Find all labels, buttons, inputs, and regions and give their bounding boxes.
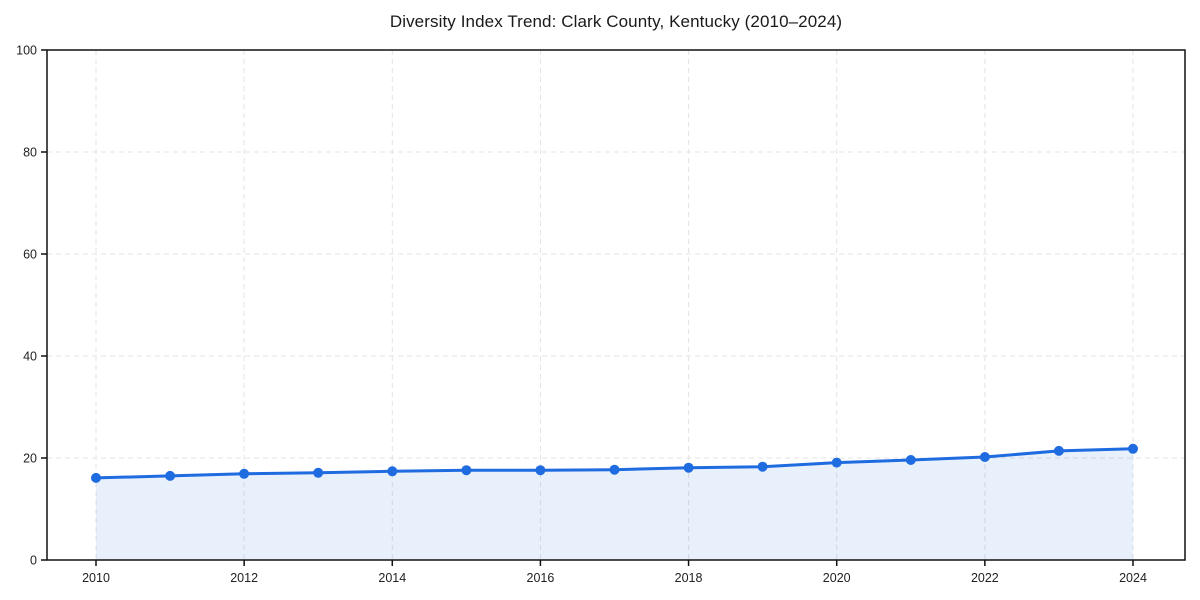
x-axis-tick-label: 2020 <box>823 571 851 585</box>
x-axis-tick-label: 2014 <box>378 571 406 585</box>
data-point-marker <box>831 457 842 468</box>
data-point-marker <box>683 462 694 473</box>
y-axis-tick-label: 100 <box>16 44 37 58</box>
x-axis-tick-label: 2016 <box>527 571 555 585</box>
data-point-marker <box>1128 443 1138 454</box>
data-point-marker <box>1053 445 1064 456</box>
y-axis-tick-label: 40 <box>23 350 37 364</box>
x-axis-tick-label: 2012 <box>230 571 258 585</box>
data-point-marker <box>979 452 990 462</box>
y-axis-tick-label: 20 <box>23 452 37 466</box>
data-point-marker <box>905 455 916 465</box>
data-point-marker <box>757 461 768 472</box>
chart-title: Diversity Index Trend: Clark County, Ken… <box>389 12 843 31</box>
plot-frame <box>46 49 1186 561</box>
data-point-marker <box>535 465 546 476</box>
x-axis-tick-label: 2022 <box>971 571 999 585</box>
x-axis-tick-label: 2024 <box>1119 571 1147 585</box>
x-axis-tick-label: 2010 <box>82 571 110 585</box>
area-fill <box>96 448 1133 560</box>
data-point-marker <box>461 465 472 476</box>
x-axis-tick-label: 2018 <box>675 571 703 585</box>
y-axis-tick-label: 80 <box>23 146 37 160</box>
data-point-marker <box>91 472 101 483</box>
data-point-marker <box>239 468 250 479</box>
data-point-marker <box>609 464 620 475</box>
y-axis-tick-label: 60 <box>23 248 37 262</box>
data-point-marker <box>387 466 398 477</box>
data-point-marker <box>165 470 176 481</box>
y-axis-tick-label: 0 <box>30 554 37 568</box>
data-point-marker <box>313 467 324 478</box>
